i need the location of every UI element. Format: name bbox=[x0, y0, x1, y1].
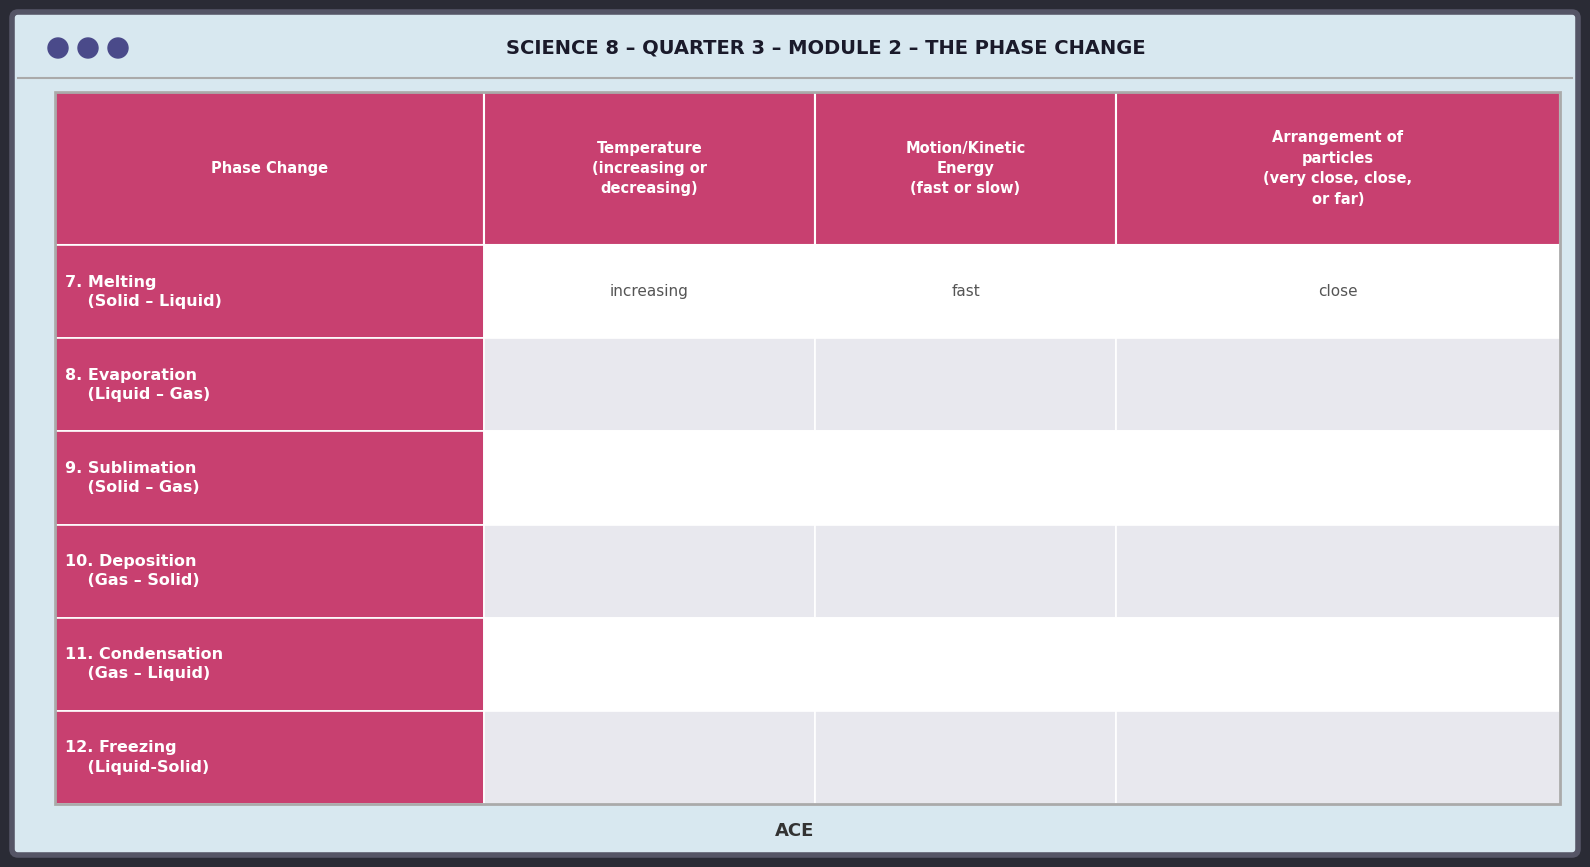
Bar bbox=[483, 432, 816, 525]
Text: increasing: increasing bbox=[611, 284, 688, 299]
Bar bbox=[483, 92, 816, 245]
Bar bbox=[1116, 338, 1560, 432]
Text: 7. Melting
    (Solid – Liquid): 7. Melting (Solid – Liquid) bbox=[65, 275, 223, 309]
Bar bbox=[56, 245, 483, 338]
Text: SCIENCE 8 – QUARTER 3 – MODULE 2 – THE PHASE CHANGE: SCIENCE 8 – QUARTER 3 – MODULE 2 – THE P… bbox=[506, 38, 1146, 57]
Circle shape bbox=[48, 38, 68, 58]
Text: Motion/Kinetic
Energy
(fast or slow): Motion/Kinetic Energy (fast or slow) bbox=[905, 140, 1026, 197]
Bar bbox=[56, 92, 1560, 804]
Bar bbox=[56, 338, 483, 432]
Bar bbox=[483, 338, 816, 432]
Bar bbox=[56, 617, 483, 711]
Bar bbox=[483, 525, 816, 617]
Text: fast: fast bbox=[951, 284, 979, 299]
Bar bbox=[17, 18, 1573, 78]
Text: Temperature
(increasing or
decreasing): Temperature (increasing or decreasing) bbox=[591, 140, 708, 197]
Bar bbox=[483, 617, 816, 711]
Bar bbox=[816, 711, 1116, 804]
Bar bbox=[56, 711, 483, 804]
Text: Phase Change: Phase Change bbox=[211, 161, 328, 176]
Text: close: close bbox=[1318, 284, 1358, 299]
Text: ACE: ACE bbox=[776, 822, 814, 840]
Bar bbox=[816, 338, 1116, 432]
Bar bbox=[816, 245, 1116, 338]
Bar bbox=[816, 617, 1116, 711]
Bar bbox=[56, 525, 483, 617]
Bar bbox=[56, 432, 483, 525]
Text: 8. Evaporation
    (Liquid – Gas): 8. Evaporation (Liquid – Gas) bbox=[65, 368, 210, 402]
Text: 11. Condensation
    (Gas – Liquid): 11. Condensation (Gas – Liquid) bbox=[65, 647, 223, 681]
Circle shape bbox=[78, 38, 99, 58]
Bar bbox=[1116, 245, 1560, 338]
Bar bbox=[56, 92, 483, 245]
Bar bbox=[1116, 92, 1560, 245]
Text: 10. Deposition
    (Gas – Solid): 10. Deposition (Gas – Solid) bbox=[65, 554, 200, 588]
Bar bbox=[1116, 617, 1560, 711]
Bar bbox=[483, 245, 816, 338]
Bar bbox=[816, 92, 1116, 245]
FancyBboxPatch shape bbox=[13, 12, 1577, 855]
Text: 12. Freezing
    (Liquid-Solid): 12. Freezing (Liquid-Solid) bbox=[65, 740, 210, 774]
Bar bbox=[816, 432, 1116, 525]
Text: Arrangement of
particles
(very close, close,
or far): Arrangement of particles (very close, cl… bbox=[1264, 130, 1412, 206]
Bar bbox=[1116, 432, 1560, 525]
Text: 9. Sublimation
    (Solid – Gas): 9. Sublimation (Solid – Gas) bbox=[65, 461, 200, 495]
Bar bbox=[1116, 711, 1560, 804]
Bar bbox=[816, 525, 1116, 617]
Bar bbox=[1116, 525, 1560, 617]
Bar bbox=[483, 711, 816, 804]
Circle shape bbox=[108, 38, 129, 58]
